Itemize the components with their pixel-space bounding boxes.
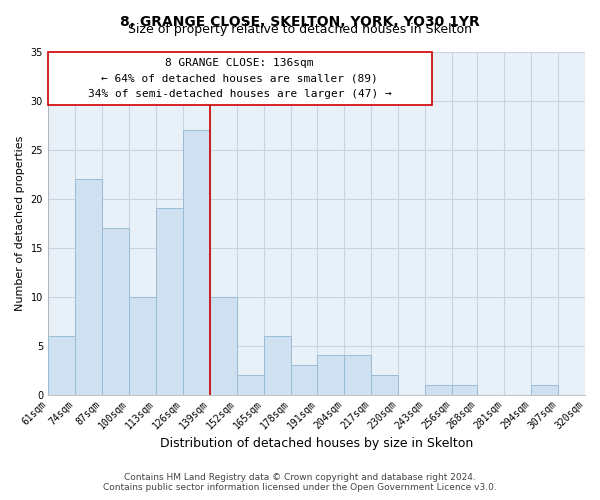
Bar bbox=[129, 296, 156, 394]
Bar bbox=[102, 228, 129, 394]
FancyBboxPatch shape bbox=[48, 52, 431, 106]
Bar bbox=[290, 365, 317, 394]
Text: Contains HM Land Registry data © Crown copyright and database right 2024.
Contai: Contains HM Land Registry data © Crown c… bbox=[103, 473, 497, 492]
Bar bbox=[48, 336, 75, 394]
Text: Size of property relative to detached houses in Skelton: Size of property relative to detached ho… bbox=[128, 22, 472, 36]
Bar bbox=[452, 385, 477, 394]
Bar bbox=[236, 375, 263, 394]
Y-axis label: Number of detached properties: Number of detached properties bbox=[15, 136, 25, 310]
Bar bbox=[263, 336, 290, 394]
Bar bbox=[183, 130, 209, 394]
Bar bbox=[371, 375, 398, 394]
Text: 8, GRANGE CLOSE, SKELTON, YORK, YO30 1YR: 8, GRANGE CLOSE, SKELTON, YORK, YO30 1YR bbox=[120, 15, 480, 29]
Bar bbox=[209, 296, 236, 394]
Bar bbox=[425, 385, 452, 394]
Text: 8 GRANGE CLOSE: 136sqm
← 64% of detached houses are smaller (89)
34% of semi-det: 8 GRANGE CLOSE: 136sqm ← 64% of detached… bbox=[88, 58, 392, 99]
Bar bbox=[344, 356, 371, 395]
Bar bbox=[317, 356, 344, 395]
Bar bbox=[531, 385, 558, 394]
X-axis label: Distribution of detached houses by size in Skelton: Distribution of detached houses by size … bbox=[160, 437, 473, 450]
Bar bbox=[156, 208, 183, 394]
Bar bbox=[75, 179, 102, 394]
